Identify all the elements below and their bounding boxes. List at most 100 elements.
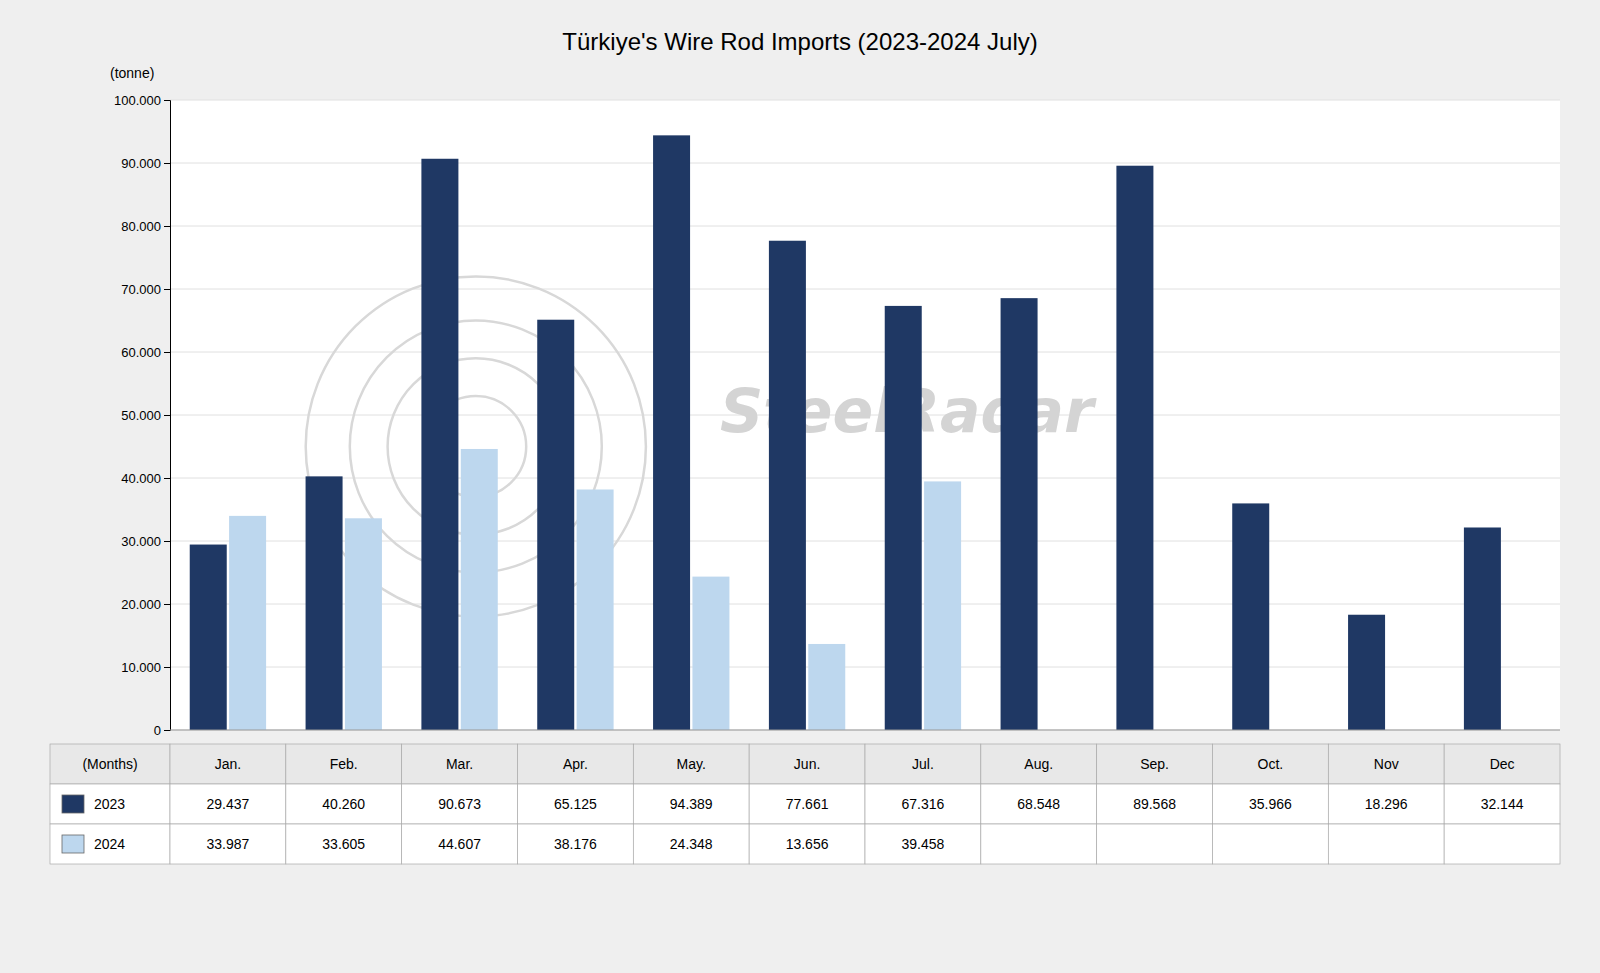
table-cell <box>749 824 865 864</box>
table-cell <box>633 824 749 864</box>
data-label: 67.316 <box>902 796 945 812</box>
bar <box>769 241 806 730</box>
grid-line <box>170 730 1560 731</box>
y-tick: 50.000 <box>121 408 170 423</box>
table-cell <box>518 824 634 864</box>
bar <box>421 159 458 730</box>
table-cell <box>1213 784 1329 824</box>
table-cell <box>286 784 402 824</box>
table-cell <box>286 824 402 864</box>
bar <box>190 545 227 730</box>
data-label: 40.260 <box>322 796 365 812</box>
data-label: 38.176 <box>554 836 597 852</box>
table-cell <box>1097 784 1213 824</box>
bar <box>692 577 729 730</box>
y-tick-mark <box>164 100 170 101</box>
y-tick-label: 40.000 <box>121 471 161 486</box>
table-cell <box>1328 824 1444 864</box>
y-tick: 70.000 <box>121 282 170 297</box>
data-label: 35.966 <box>1249 796 1292 812</box>
table-cell <box>981 824 1097 864</box>
bar <box>885 306 922 730</box>
category-label: Sep. <box>1140 756 1169 772</box>
category-label: Mar. <box>446 756 473 772</box>
table-cell <box>1444 744 1560 784</box>
y-tick-mark <box>164 163 170 164</box>
y-tick: 60.000 <box>121 345 170 360</box>
y-axis: 0 10.000 20.000 30.000 40.000 50.000 60.000 70.… <box>114 93 171 738</box>
table-cell <box>50 824 170 864</box>
table-cell <box>402 784 518 824</box>
grid-line <box>170 289 1560 290</box>
bar <box>577 489 614 730</box>
table-cell <box>170 744 286 784</box>
y-tick-mark <box>164 541 170 542</box>
y-tick: 90.000 <box>121 156 170 171</box>
table-cell <box>749 784 865 824</box>
bar <box>1464 527 1501 730</box>
category-label: Jun. <box>794 756 820 772</box>
table-cell <box>50 744 170 784</box>
bar <box>537 320 574 730</box>
y-tick: 100.000 <box>114 93 170 108</box>
table-cell <box>170 824 286 864</box>
table-cell <box>749 744 865 784</box>
y-tick-label: 30.000 <box>121 534 161 549</box>
bar <box>229 516 266 730</box>
data-label: 24.348 <box>670 836 713 852</box>
category-label: Feb. <box>330 756 358 772</box>
y-tick-mark <box>164 667 170 668</box>
y-axis-title: (tonne) <box>110 65 154 81</box>
grid-line <box>170 100 1560 101</box>
legend-swatch <box>62 835 84 853</box>
y-tick: 40.000 <box>121 471 170 486</box>
background <box>0 0 1600 973</box>
category-label: Apr. <box>563 756 588 772</box>
table-cell <box>1213 744 1329 784</box>
y-axis-line <box>164 101 171 731</box>
category-label: Nov <box>1374 756 1399 772</box>
legend-label: 2024 <box>94 836 125 852</box>
title: Türkiye's Wire Rod Imports (2023-2024 Ju… <box>562 28 1037 55</box>
bar <box>808 644 845 730</box>
y-tick: 20.000 <box>121 597 170 612</box>
table-cell <box>402 824 518 864</box>
category-label: Jul. <box>912 756 934 772</box>
table-cell <box>170 784 286 824</box>
table-cell <box>633 744 749 784</box>
table-cell <box>518 744 634 784</box>
bar <box>1001 298 1038 730</box>
data-label: 44.607 <box>438 836 481 852</box>
legend-swatch <box>62 795 84 813</box>
data-label: 39.458 <box>902 836 945 852</box>
grid-line <box>170 352 1560 353</box>
y-tick-mark <box>164 226 170 227</box>
table-cell <box>981 744 1097 784</box>
table-cell <box>865 744 981 784</box>
y-tick-label: 50.000 <box>121 408 161 423</box>
data-label: 89.568 <box>1133 796 1176 812</box>
bar <box>1348 615 1385 730</box>
category-label: Jan. <box>215 756 241 772</box>
y-tick-label: 90.000 <box>121 156 161 171</box>
bar-series <box>229 449 961 730</box>
y-tick: 10.000 <box>121 660 170 675</box>
grid-line <box>170 478 1560 479</box>
legend-label: 2023 <box>94 796 125 812</box>
y-tick: 0 <box>154 723 170 738</box>
table-cell <box>50 784 170 824</box>
table-cell <box>518 784 634 824</box>
bar-series <box>190 135 1501 730</box>
data-label: 77.661 <box>786 796 829 812</box>
bar <box>924 481 961 730</box>
table-cell <box>981 784 1097 824</box>
grid-line <box>170 226 1560 227</box>
y-tick-label: 20.000 <box>121 597 161 612</box>
bar <box>653 135 690 730</box>
grid <box>170 100 1560 730</box>
data-label: 33.987 <box>207 836 250 852</box>
data-label: 68.548 <box>1017 796 1060 812</box>
category-label: Aug. <box>1024 756 1053 772</box>
category-label: May. <box>677 756 706 772</box>
y-tick-label: 10.000 <box>121 660 161 675</box>
